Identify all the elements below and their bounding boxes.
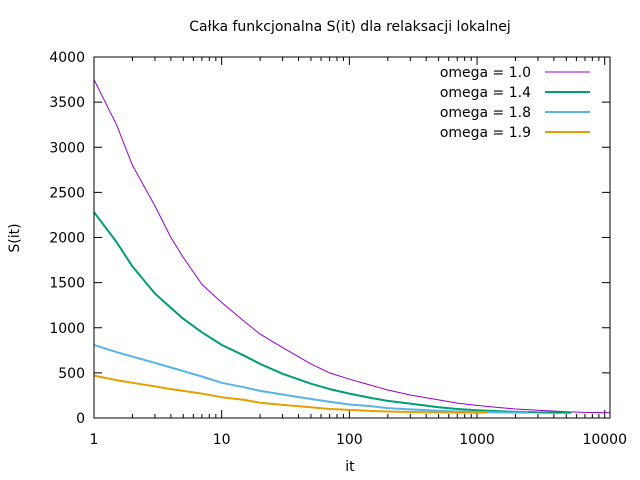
legend-label: omega = 1.8: [440, 105, 531, 121]
axis-ticks: 0 500 1000 1500 2000 2500 3000 3500 4000 1 10 100 10…: [49, 50, 627, 448]
series-line-3: [93, 343, 528, 414]
legend-label: omega = 1.0: [440, 65, 531, 81]
y-tick-label: 4000: [49, 50, 85, 66]
x-tick-label: 100: [336, 432, 363, 448]
y-tick-label: 0: [76, 411, 85, 427]
legend-label: omega = 1.4: [440, 85, 531, 101]
y-tick-label: 3000: [49, 140, 85, 156]
y-tick-label: 1000: [49, 321, 85, 337]
x-tick-label: 1: [90, 432, 99, 448]
series-lines: [93, 79, 610, 414]
y-tick-label: 3500: [49, 95, 85, 111]
chart-title: Całka funkcjonalna S(it) dla relaksacji …: [189, 19, 510, 35]
legend: omega = 1.0 omega = 1.4 omega = 1.8 omega =…: [440, 65, 590, 141]
series-line-4: [93, 374, 488, 414]
x-tick-label: 10: [213, 432, 231, 448]
x-tick-label: 10000: [582, 432, 627, 448]
x-tick-label: 1000: [459, 432, 495, 448]
y-tick-label: 1500: [49, 276, 85, 292]
y-tick-label: 2500: [49, 185, 85, 201]
y-tick-label: 500: [58, 366, 85, 382]
plot-frame: [93, 56, 611, 419]
y-axis-label: S(it): [7, 223, 23, 252]
legend-label: omega = 1.9: [440, 125, 531, 141]
y-tick-label: 2000: [49, 231, 85, 247]
x-axis-label: it: [345, 459, 355, 475]
series-line-2: [93, 211, 572, 414]
series-line-1: [93, 79, 610, 414]
